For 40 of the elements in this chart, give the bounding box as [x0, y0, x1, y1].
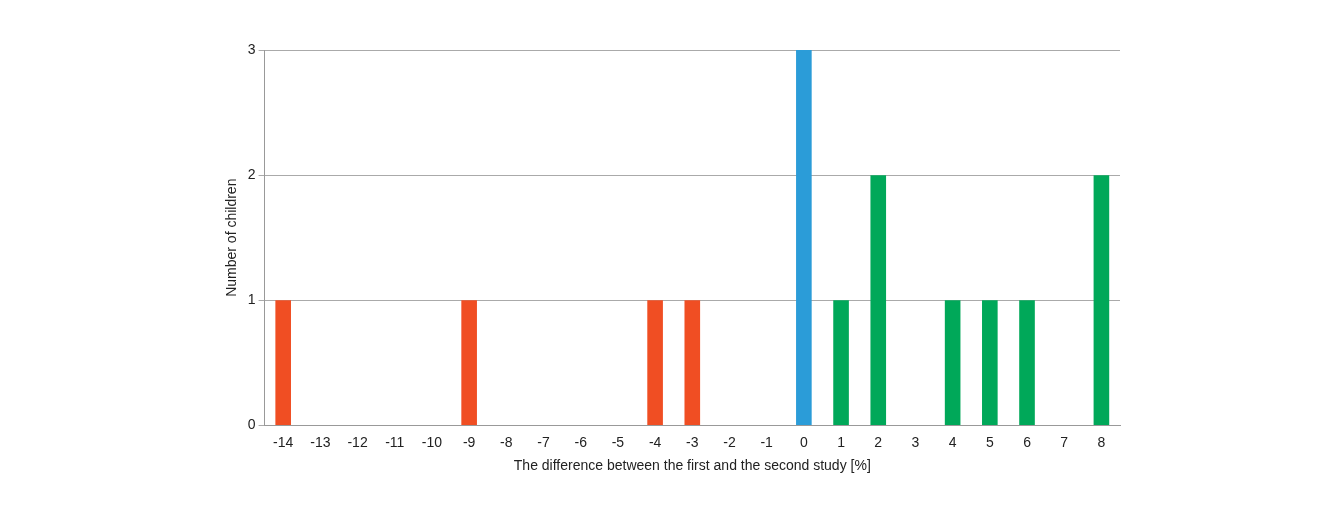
x-tick-label: -10: [421, 433, 443, 450]
bar: [870, 175, 887, 425]
x-tick-label: -6: [574, 433, 588, 450]
x-tick-label: -5: [611, 433, 625, 450]
x-tick-label: 6: [1023, 433, 1032, 450]
x-tick-label: 4: [948, 433, 957, 450]
bar: [275, 300, 291, 425]
x-tick-label: 5: [985, 433, 994, 450]
bar: [796, 50, 812, 425]
x-tick-label: -2: [723, 433, 736, 450]
x-tick-label: -13: [310, 433, 331, 450]
x-tick-label: 2: [874, 433, 883, 450]
x-tick-label: -11: [385, 433, 405, 450]
y-tick-label: 1: [247, 291, 256, 308]
bar: [461, 300, 477, 425]
y-tick-label: 0: [247, 416, 256, 433]
y-tick-label: 2: [247, 165, 256, 182]
x-tick-label: -4: [648, 433, 662, 450]
x-tick-label: -8: [500, 433, 513, 450]
bar: [1019, 300, 1035, 425]
x-tick-label: -9: [462, 433, 476, 450]
bar: [684, 300, 701, 425]
bar: [982, 300, 998, 425]
x-axis-title: The difference between the first and the second study [%]: [513, 457, 871, 474]
y-axis-title: Number of children: [223, 178, 240, 297]
x-tick-label: 7: [1060, 433, 1069, 450]
bar: [944, 300, 961, 425]
bar: [833, 300, 849, 425]
x-tick-label: -3: [686, 433, 699, 450]
bar: [1093, 175, 1110, 425]
x-tick-label: 1: [837, 433, 846, 450]
bar: [647, 300, 663, 425]
x-tick-label: 3: [911, 433, 920, 450]
x-tick-label: 8: [1097, 433, 1106, 450]
y-tick-label: 3: [247, 40, 256, 57]
x-tick-label: -1: [760, 433, 774, 450]
x-tick-label: -12: [347, 433, 368, 450]
x-tick-label: 0: [799, 433, 808, 450]
x-tick-label: -14: [273, 433, 294, 450]
x-tick-label: -7: [537, 433, 550, 450]
